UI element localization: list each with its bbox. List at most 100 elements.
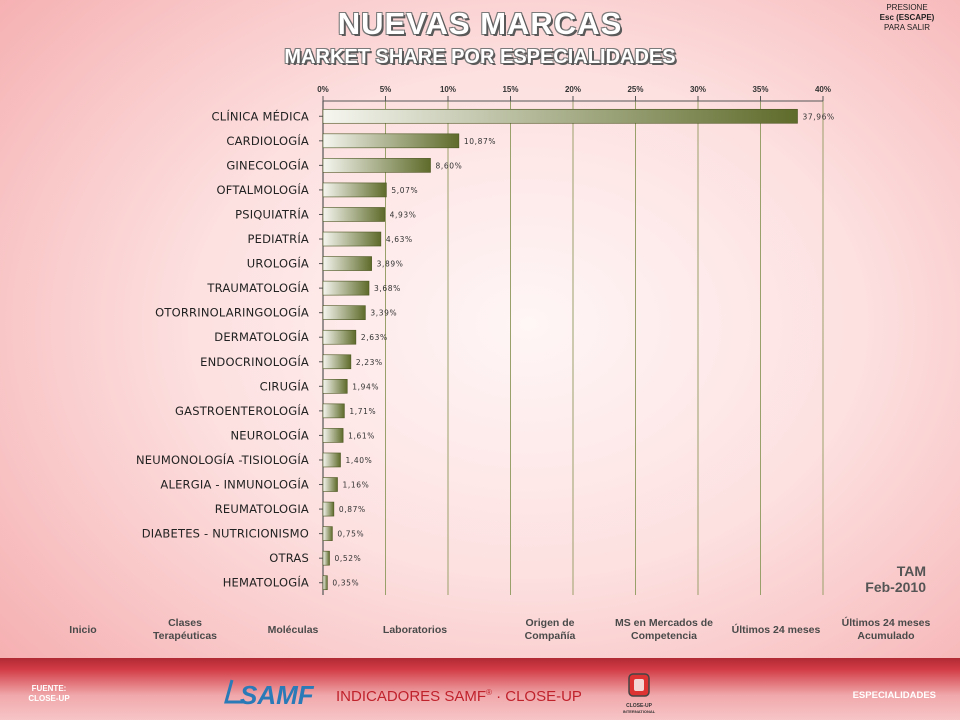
value-label: 1,94% bbox=[352, 382, 379, 391]
bar bbox=[322, 108, 798, 124]
source-note: FUENTE: CLOSE-UP bbox=[24, 684, 74, 704]
value-label: 4,63% bbox=[386, 235, 413, 244]
value-label: 3,39% bbox=[370, 309, 397, 318]
bar bbox=[322, 207, 385, 222]
grid-layer bbox=[319, 96, 824, 595]
bar bbox=[322, 305, 366, 320]
nav-origen-compania[interactable]: Origen de Compañía bbox=[524, 617, 576, 642]
bar bbox=[322, 501, 335, 517]
value-label: 3,68% bbox=[374, 284, 401, 293]
category-label: OFTALMOLOGÍA bbox=[217, 182, 309, 197]
source-label: FUENTE: bbox=[31, 684, 67, 693]
market-share-bar-chart: 0% 5% 10% 15% 20% 25% 30% 35% 40% CLÍNICA MÉDICA 3… bbox=[136, 85, 834, 595]
bar bbox=[322, 403, 345, 419]
value-label: 1,40% bbox=[346, 456, 373, 465]
category-label: GASTROENTEROLOGÍA bbox=[175, 403, 309, 418]
closeup-logo: CLOSE-UP INTERNATIONAL bbox=[622, 672, 656, 715]
category-label: NEUMONOLOGÍA -TISIOLOGÍA bbox=[136, 452, 309, 467]
bar bbox=[322, 231, 382, 247]
samf-logo: SAMF bbox=[224, 679, 315, 710]
value-label: 0,52% bbox=[335, 554, 362, 563]
nav-ultimos-24-meses[interactable]: Últimos 24 meses bbox=[731, 623, 821, 636]
category-label: NEUROLOGÍA bbox=[230, 427, 309, 442]
brand-registered-mark: ® bbox=[486, 688, 492, 697]
value-label: 2,23% bbox=[356, 358, 383, 367]
bar bbox=[322, 354, 352, 370]
nav-clases-terapeuticas[interactable]: Clases Terapéuticas bbox=[153, 617, 217, 642]
tam-label: TAM bbox=[896, 563, 926, 579]
x-tick-label: 0% bbox=[317, 85, 329, 94]
closeup-logo-text: CLOSE-UP bbox=[626, 703, 652, 709]
value-label: 1,71% bbox=[349, 407, 376, 416]
closeup-logo-subtext: INTERNATIONAL bbox=[622, 709, 656, 714]
bar bbox=[322, 182, 387, 198]
value-label: 1,16% bbox=[343, 481, 370, 490]
brand-prefix: INDICADORES SAMF bbox=[336, 688, 487, 705]
bar-layer bbox=[322, 108, 798, 591]
category-label: ENDOCRINOLOGÍA bbox=[200, 354, 309, 369]
category-label: TRAUMATOLOGÍA bbox=[206, 280, 309, 295]
value-label: 3,89% bbox=[377, 260, 404, 269]
exit-instructions: PRESIONE Esc (ESCAPE) PARA SALIR bbox=[862, 3, 952, 33]
x-tick-label: 25% bbox=[627, 85, 643, 94]
category-label: CIRUGÍA bbox=[260, 378, 309, 393]
x-tick-label: 5% bbox=[380, 85, 392, 94]
samf-logo-mark bbox=[224, 679, 244, 704]
exit-line-1: PRESIONE bbox=[886, 3, 928, 12]
tam-date: Feb-2010 bbox=[865, 579, 926, 595]
bar bbox=[322, 158, 431, 173]
category-label: ALERGIA - INMUNOLOGÍA bbox=[160, 477, 309, 492]
category-label: CARDIOLOGÍA bbox=[226, 133, 309, 148]
bar bbox=[322, 550, 330, 566]
category-label: REUMATOLOGIA bbox=[215, 502, 309, 516]
bar bbox=[322, 280, 370, 296]
bar bbox=[322, 452, 341, 468]
category-label: DIABETES - NUTRICIONISMO bbox=[142, 527, 309, 541]
bar bbox=[322, 477, 338, 492]
value-label: 8,60% bbox=[436, 161, 463, 170]
page-title: NUEVAS MARCAS bbox=[337, 6, 623, 41]
bar bbox=[322, 133, 460, 149]
category-label: GINECOLOGÍA bbox=[226, 157, 309, 172]
category-label: PSIQUIATRÍA bbox=[235, 206, 309, 221]
x-tick-label: 30% bbox=[690, 85, 706, 94]
bar bbox=[322, 526, 333, 541]
bar bbox=[322, 329, 357, 345]
category-label: OTORRINOLARINGOLOGÍA bbox=[155, 305, 309, 320]
value-label: 0,87% bbox=[339, 505, 366, 514]
category-label: PEDIATRÍA bbox=[248, 231, 310, 246]
x-tick-label: 35% bbox=[752, 85, 768, 94]
footer-band bbox=[0, 658, 960, 720]
value-label: 2,63% bbox=[361, 333, 388, 342]
category-label: DERMATOLOGÍA bbox=[214, 329, 309, 344]
value-label: 0,75% bbox=[337, 530, 364, 539]
brand-suffix: · CLOSE-UP bbox=[491, 688, 582, 705]
nav-ultimos-24-acumulado[interactable]: Últimos 24 meses Acumulado bbox=[841, 617, 931, 642]
nav-laboratorios[interactable]: Laboratorios bbox=[382, 623, 448, 636]
nav-moleculas[interactable]: Moléculas bbox=[267, 623, 319, 636]
navigation-bar: Inicio Clases Terapéuticas Moléculas Lab… bbox=[0, 610, 960, 650]
x-tick-label: 20% bbox=[565, 85, 581, 94]
value-label: 0,35% bbox=[332, 579, 359, 588]
x-tick-label: 15% bbox=[502, 85, 518, 94]
page-subtitle: MARKET SHARE POR ESPECIALIDADES bbox=[284, 46, 676, 68]
exit-line-3: PARA SALIR bbox=[883, 23, 931, 32]
brand-title: INDICADORES SAMF® · CLOSE-UP bbox=[336, 688, 582, 705]
closeup-logo-emblem bbox=[628, 673, 650, 697]
x-tick-label: 10% bbox=[440, 85, 456, 94]
nav-ms-mercados[interactable]: MS en Mercados de Competencia bbox=[614, 617, 714, 642]
value-label: 10,87% bbox=[464, 137, 496, 146]
category-label: OTRAS bbox=[269, 551, 309, 565]
category-label: HEMATOLOGÍA bbox=[223, 575, 309, 590]
nav-inicio[interactable]: Inicio bbox=[69, 623, 97, 636]
value-label: 1,61% bbox=[348, 431, 375, 440]
bar bbox=[322, 428, 344, 443]
value-label: 5,07% bbox=[391, 186, 418, 195]
bar bbox=[322, 256, 372, 271]
category-label: UROLOGÍA bbox=[247, 256, 309, 271]
bar bbox=[322, 379, 348, 394]
exit-key-label: Esc (ESCAPE) bbox=[879, 13, 935, 22]
label-layer: 0% 5% 10% 15% 20% 25% 30% 35% 40% CLÍNICA MÉDICA 3… bbox=[136, 85, 834, 590]
tam-period: TAM Feb-2010 bbox=[865, 563, 926, 595]
source-value: CLOSE-UP bbox=[28, 694, 70, 703]
